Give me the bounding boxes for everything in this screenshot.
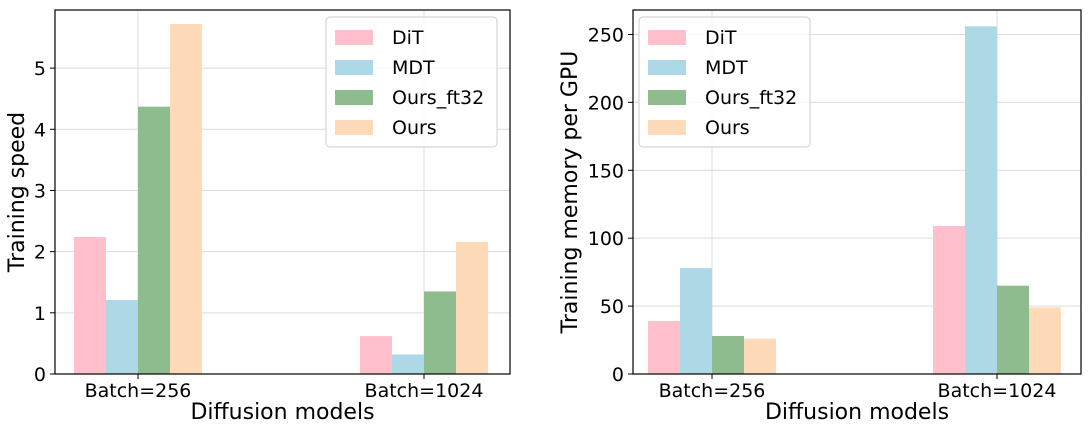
x-tick-label: Batch=1024 xyxy=(938,380,1057,402)
bar-ours-2 xyxy=(1029,307,1061,374)
bar-dit-2 xyxy=(933,225,965,374)
bar-ours-ft32-2 xyxy=(424,291,456,374)
y-tick-label: 2 xyxy=(34,242,46,264)
bar-dit-2 xyxy=(360,336,392,374)
legend-swatch-ours-ft32 xyxy=(648,90,686,105)
bar-ours-ft32-2 xyxy=(997,285,1029,374)
x-axis-label: Diffusion models xyxy=(765,400,949,425)
legend-label-mdt: MDT xyxy=(705,57,748,79)
legend-label-dit: DiT xyxy=(705,27,737,49)
x-tick-label: Batch=256 xyxy=(659,380,766,402)
y-tick-label: 200 xyxy=(588,92,624,114)
plot-frame xyxy=(54,9,511,375)
legend-swatch-mdt xyxy=(648,60,686,75)
y-tick-label: 1 xyxy=(34,303,46,325)
bar-ours-ft32-1 xyxy=(712,335,744,374)
plot-frame xyxy=(632,9,1082,375)
bar-mdt-1 xyxy=(106,299,138,374)
legend-label-dit: DiT xyxy=(392,27,424,49)
y-tick-label: 100 xyxy=(588,228,624,250)
bar-ours-ft32-1 xyxy=(138,106,170,375)
bar-ours-1 xyxy=(744,338,776,374)
y-tick-label: 3 xyxy=(34,180,46,202)
bar-ours-1 xyxy=(170,24,202,375)
y-tick-label: 150 xyxy=(588,160,624,182)
legend: DiT MDT Ours_ft32 Ours xyxy=(638,16,811,148)
legend: DiT MDT Ours_ft32 Ours xyxy=(325,16,498,148)
bar-ours-2 xyxy=(456,241,488,374)
chart-2: 0 50 100 150 200 250 Batch=256 Batch=1024Diffus… xyxy=(558,9,1082,425)
bar-dit-1 xyxy=(74,236,106,374)
y-axis-label: Training speed xyxy=(5,112,30,273)
legend-label-ours-ft32: Ours_ft32 xyxy=(705,87,797,109)
x-tick-label: Batch=1024 xyxy=(365,380,484,402)
legend-swatch-dit xyxy=(648,30,686,45)
y-tick-label: 250 xyxy=(588,24,624,46)
legend-label-ours-ft32: Ours_ft32 xyxy=(392,87,484,109)
x-axis-label: Diffusion models xyxy=(190,400,374,425)
legend-swatch-ours xyxy=(335,120,373,135)
y-tick-label: 5 xyxy=(34,58,46,80)
legend-label-ours: Ours xyxy=(392,117,437,139)
legend-box xyxy=(638,16,811,148)
y-axis-label: Training memory per GPU xyxy=(558,51,583,335)
x-tick-label: Batch=256 xyxy=(85,380,192,402)
legend-swatch-mdt xyxy=(335,60,373,75)
legend-swatch-dit xyxy=(335,30,373,45)
y-tick-label: 0 xyxy=(34,364,46,386)
legend-swatch-ours xyxy=(648,120,686,135)
y-tick-label: 4 xyxy=(34,119,46,141)
y-tick-label: 50 xyxy=(600,296,624,318)
legend-label-mdt: MDT xyxy=(392,57,435,79)
legend-box xyxy=(325,16,498,148)
bar-mdt-2 xyxy=(965,26,997,374)
y-tick-label: 0 xyxy=(612,364,624,386)
bar-mdt-2 xyxy=(392,354,424,374)
bar-dit-1 xyxy=(648,321,680,374)
legend-label-ours: Ours xyxy=(705,117,750,139)
legend-swatch-ours-ft32 xyxy=(335,90,373,105)
bar-mdt-1 xyxy=(680,268,712,374)
